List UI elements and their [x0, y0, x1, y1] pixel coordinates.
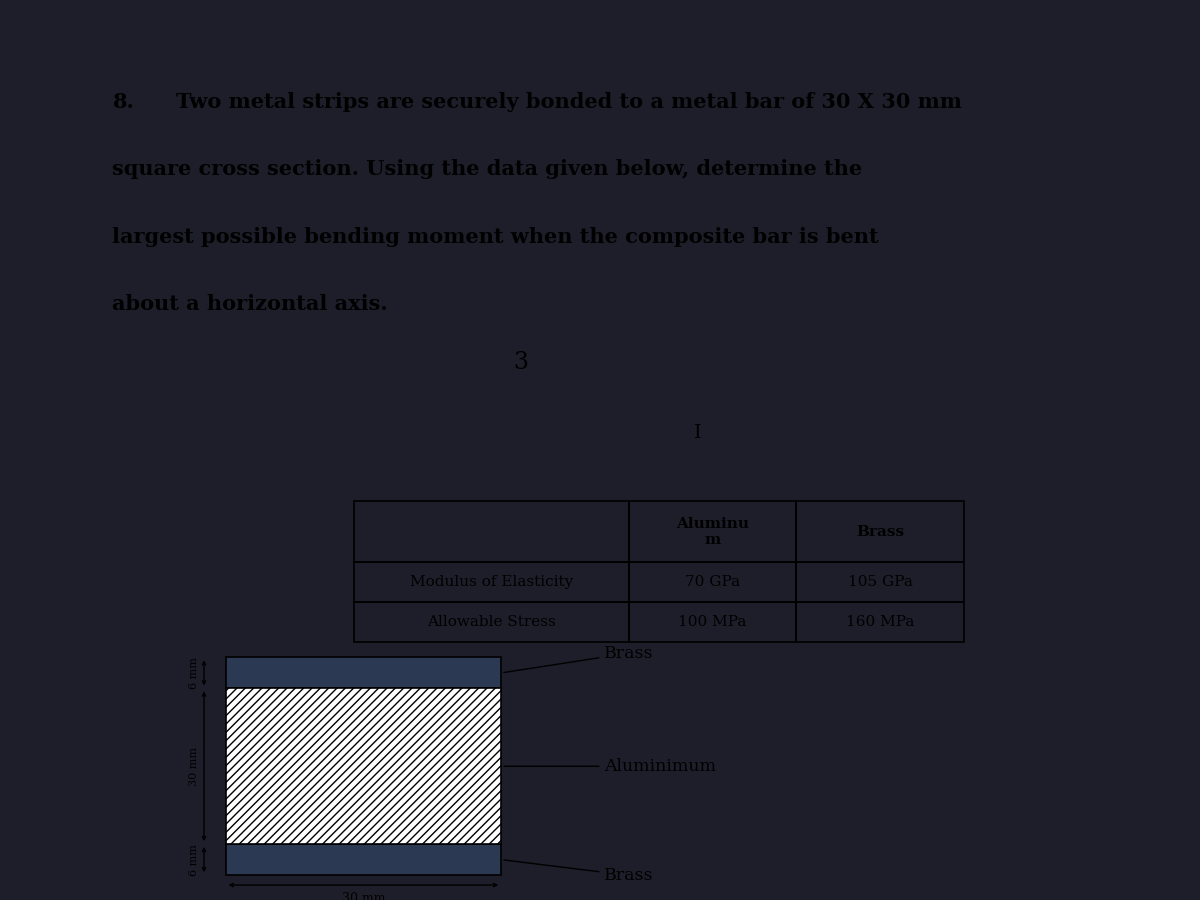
Bar	[797, 501, 964, 562]
Text: Aluminimum: Aluminimum	[504, 758, 716, 775]
Bar	[629, 562, 797, 602]
Text: 100 MPa: 100 MPa	[678, 615, 746, 629]
Bar	[797, 602, 964, 642]
Bar	[354, 562, 629, 602]
Bar	[629, 602, 797, 642]
Text: Allowable Stress: Allowable Stress	[427, 615, 556, 629]
Text: about a horizontal axis.: about a horizontal axis.	[113, 294, 388, 314]
Bar	[226, 844, 502, 875]
Text: Brass: Brass	[856, 525, 904, 538]
Bar	[354, 501, 629, 562]
Text: Brass: Brass	[504, 644, 654, 672]
Text: 3: 3	[514, 351, 528, 374]
Text: 8.: 8.	[113, 92, 134, 112]
Text: Modulus of Elasticity: Modulus of Elasticity	[409, 575, 572, 590]
Text: Brass: Brass	[504, 860, 654, 884]
Text: 30 mm: 30 mm	[190, 747, 199, 786]
Text: 6 mm: 6 mm	[190, 843, 199, 876]
Text: 70 GPa: 70 GPa	[685, 575, 740, 590]
Text: 105 GPa: 105 GPa	[847, 575, 912, 590]
Bar	[226, 688, 502, 844]
Text: largest possible bending moment when the composite bar is bent: largest possible bending moment when the…	[113, 227, 880, 247]
Text: 6 mm: 6 mm	[190, 657, 199, 688]
Text: 160 MPa: 160 MPa	[846, 615, 914, 629]
Bar	[629, 501, 797, 562]
Text: I: I	[694, 424, 702, 442]
Bar	[226, 657, 502, 688]
Bar	[354, 602, 629, 642]
Text: square cross section. Using the data given below, determine the: square cross section. Using the data giv…	[113, 159, 863, 179]
Text: Two metal strips are securely bonded to a metal bar of 30 X 30 mm: Two metal strips are securely bonded to …	[176, 92, 962, 112]
Text: Aluminu
m: Aluminu m	[676, 517, 749, 546]
Text: 30 mm: 30 mm	[342, 892, 385, 900]
Bar	[797, 562, 964, 602]
